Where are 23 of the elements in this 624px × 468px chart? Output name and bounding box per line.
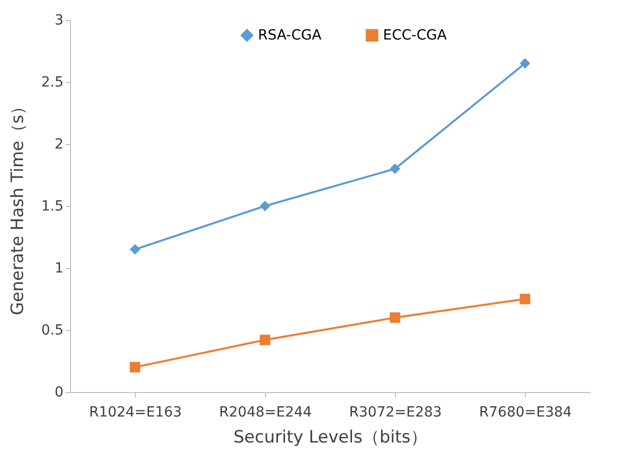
point — [520, 294, 530, 304]
x-tick-label: R1024=E163 — [89, 404, 182, 420]
point — [130, 244, 140, 255]
y-tick-label: 0.5 — [41, 322, 64, 338]
y-tick-label: 1 — [54, 260, 64, 276]
y-tick-label: 0 — [54, 384, 64, 400]
x-tick-label: R7680=E384 — [479, 404, 572, 420]
y-axis-title: Generate Hash Time（s） — [8, 98, 28, 316]
point — [260, 334, 270, 346]
point — [130, 362, 140, 372]
y-tick-label: 2 — [54, 136, 64, 152]
y-tick-label: 3 — [54, 12, 64, 28]
legend-label: ECC-CGA — [383, 27, 448, 44]
y-tick-label: 1.5 — [41, 198, 64, 214]
x-tick-label: R3072=E283 — [349, 404, 442, 420]
y-tick-label: 2.5 — [41, 74, 64, 90]
point — [520, 58, 530, 69]
point — [390, 312, 400, 323]
point — [260, 200, 270, 212]
point — [390, 164, 400, 174]
x-axis-title: Security Levels（bits） — [234, 428, 428, 448]
x-tick-label: R2048=E244 — [219, 404, 312, 420]
legend-label: RSA-CGA — [258, 27, 322, 44]
